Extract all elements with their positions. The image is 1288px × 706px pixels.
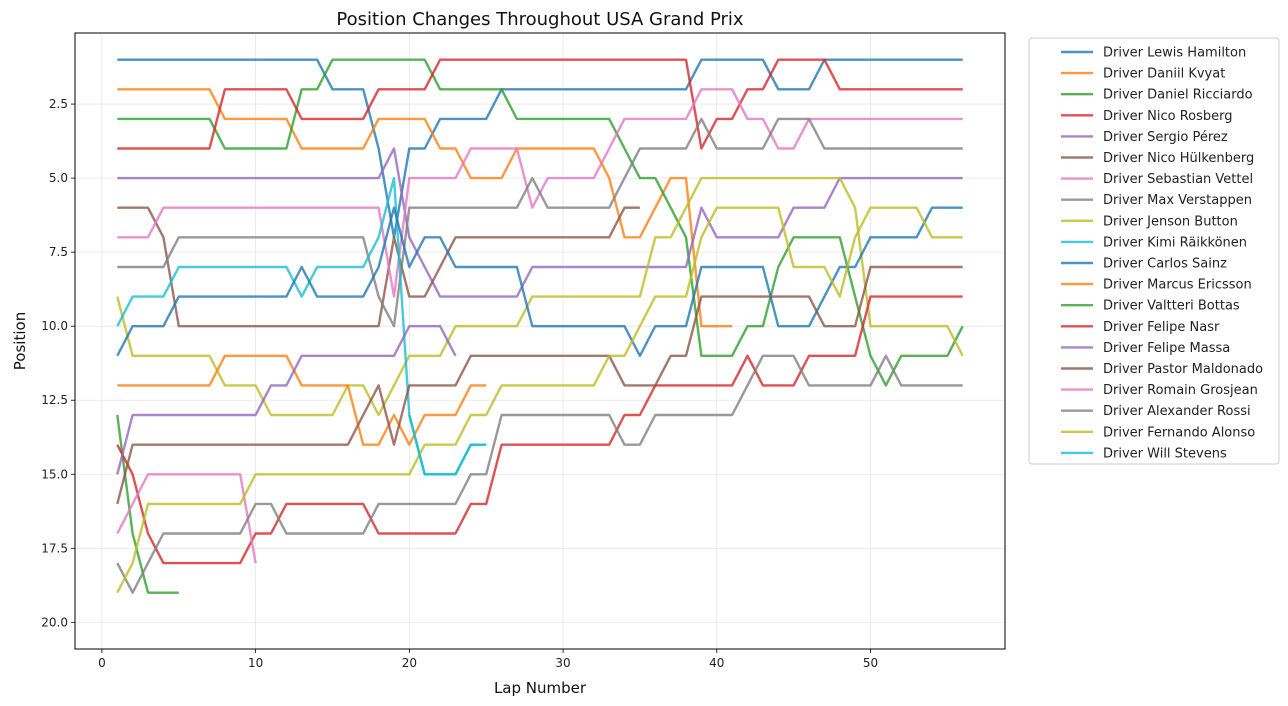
axis-ticks: 0 10 20 30 40 50 2.5 5.0 7.5 10.0 12.5 15.0 17.5 20.0 — [41, 97, 878, 670]
legend-label: Driver Jenson Button — [1103, 214, 1238, 229]
x-tick-label: 10 — [248, 656, 263, 670]
plot-frame — [74, 32, 1006, 650]
series-line-driver-will-stevens — [408, 414, 487, 476]
y-tick-label: 5.0 — [49, 171, 68, 185]
legend-label: Driver Carlos Sainz — [1103, 257, 1227, 272]
series-lines — [116, 58, 964, 594]
y-tick-label: 12.5 — [41, 393, 68, 407]
series-line-driver-pastor-maldonado — [116, 265, 963, 505]
legend: Driver Lewis Hamilton Driver Daniil Kvyat… — [1028, 37, 1280, 465]
series-line-driver-fernando-alonso — [116, 206, 963, 594]
x-tick-label: 40 — [709, 656, 724, 670]
series-line-driver-felipe-nasr — [116, 295, 963, 565]
series-line-driver-sebastian-vettel — [117, 88, 963, 298]
legend-label: Driver Will Stevens — [1103, 446, 1227, 461]
x-tick-label: 20 — [402, 656, 417, 670]
series-line-driver-sergio-perez — [117, 147, 963, 298]
legend-label: Driver Sebastian Vettel — [1103, 172, 1253, 187]
y-tick-label: 2.5 — [49, 97, 68, 111]
series-line-driver-max-verstappen — [117, 117, 963, 328]
series-line-driver-daniel-ricciardo — [117, 58, 964, 387]
x-tick-label: 50 — [863, 656, 878, 670]
legend-label: Driver Valtteri Bottas — [1103, 299, 1240, 314]
legend-label: Driver Kimi Räikkönen — [1103, 235, 1247, 250]
y-axis-title: Position — [11, 312, 29, 370]
legend-label: Driver Nico Hülkenberg — [1103, 151, 1254, 166]
series-line-driver-jenson-button — [116, 176, 964, 417]
legend-label: Driver Max Verstappen — [1103, 193, 1252, 208]
series-line-driver-alexander-rossi — [116, 354, 963, 594]
legend-label: Driver Daniel Ricciardo — [1103, 88, 1253, 103]
y-tick-label: 17.5 — [41, 541, 68, 555]
x-tick-label: 30 — [555, 656, 570, 670]
series-line-driver-nico-rosberg — [117, 58, 963, 150]
legend-label: Driver Nico Rosberg — [1103, 109, 1233, 124]
legend-frame — [1028, 37, 1280, 465]
series-line-driver-felipe-massa — [116, 325, 457, 475]
y-tick-label: 20.0 — [41, 615, 68, 629]
legend-label: Driver Felipe Massa — [1103, 341, 1230, 356]
series-line-driver-marcus-ericsson — [117, 354, 487, 446]
legend-label: Driver Marcus Ericsson — [1103, 278, 1252, 293]
series-line-driver-nico-hulkenberg — [117, 206, 640, 328]
x-tick-label: 0 — [98, 656, 106, 670]
legend-label: Driver Daniil Kvyat — [1103, 67, 1225, 82]
y-tick-label: 15.0 — [41, 467, 68, 481]
legend-label: Driver Alexander Rossi — [1103, 404, 1251, 419]
series-line-driver-lewis-hamilton — [117, 58, 963, 239]
x-axis-title: Lap Number — [494, 679, 587, 697]
y-tick-label: 7.5 — [49, 245, 68, 259]
legend-label: Driver Sergio Pérez — [1103, 130, 1228, 145]
legend-label: Driver Romain Grosjean — [1103, 383, 1258, 398]
y-tick-label: 10.0 — [41, 319, 68, 333]
legend-label: Driver Pastor Maldonado — [1103, 362, 1263, 377]
legend-label: Driver Felipe Nasr — [1103, 320, 1220, 335]
legend-label: Driver Lewis Hamilton — [1103, 46, 1246, 61]
series-line-driver-carlos-sainz — [116, 206, 963, 357]
legend-label: Driver Fernando Alonso — [1103, 425, 1255, 440]
chart-title: Position Changes Throughout USA Grand Pr… — [336, 9, 744, 30]
